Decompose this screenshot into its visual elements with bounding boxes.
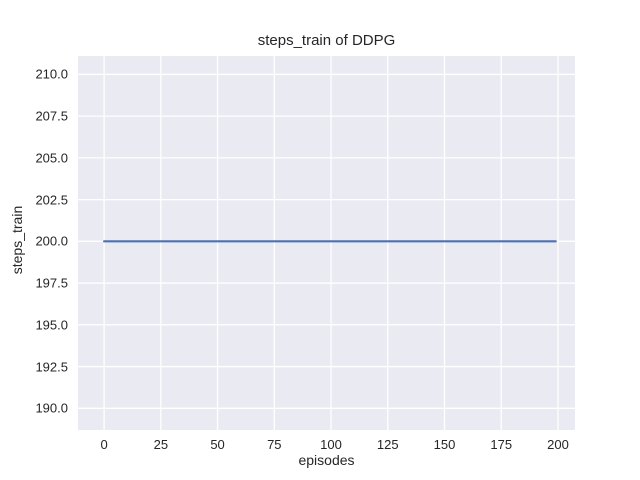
x-axis-label: episodes	[298, 452, 355, 468]
y-tick-label: 190.0	[35, 400, 68, 416]
x-tick-label: 200	[547, 437, 569, 452]
x-tick-label: 25	[153, 437, 169, 452]
y-tick-label: 202.5	[35, 192, 68, 208]
y-tick-label: 207.5	[35, 108, 68, 124]
y-tick-label: 192.5	[35, 359, 68, 375]
chart-title: steps_train of DDPG	[257, 32, 396, 49]
line-chart-svg	[78, 56, 575, 430]
x-tick-label: 100	[320, 437, 342, 452]
x-tick-label: 75	[267, 437, 282, 452]
x-tick-label: 0	[100, 437, 108, 452]
x-tick-label: 50	[210, 437, 225, 452]
y-tick-label: 200.0	[35, 233, 68, 249]
y-tick-label: 195.0	[35, 317, 68, 333]
x-tick-label: 125	[376, 437, 399, 452]
x-tick-label: 175	[490, 437, 513, 452]
y-tick-label: 205.0	[35, 150, 68, 166]
plot-area	[78, 56, 575, 430]
y-tick-label: 210.0	[35, 66, 68, 82]
x-tick-label: 150	[433, 437, 456, 452]
y-tick-label: 197.5	[35, 275, 68, 291]
